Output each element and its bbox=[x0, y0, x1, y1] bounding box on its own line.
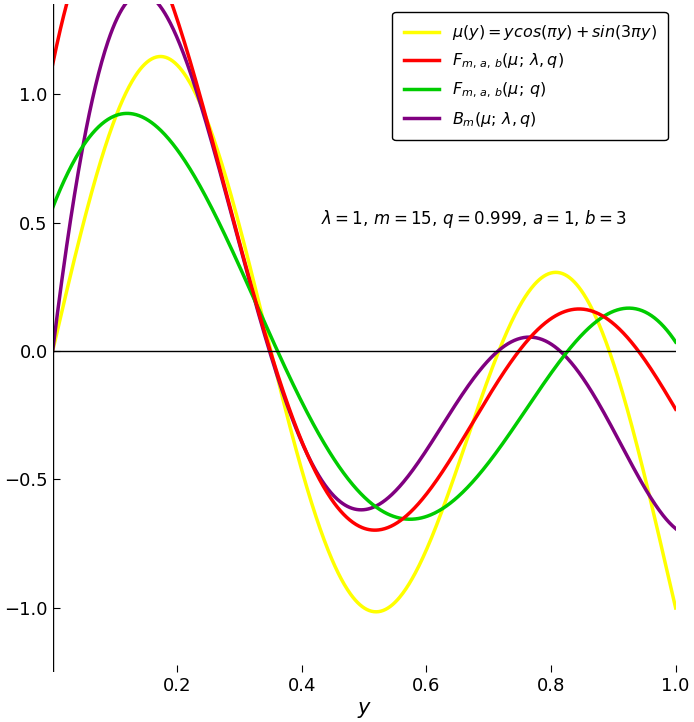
$F_{m,\, a,\, b}(\mu;\, \lambda, q)$ bbox=[428, 482, 437, 490]
$B_{m}(\mu;\, \lambda, q)$ bbox=[411, 462, 419, 471]
$\mu(y)=ycos(\pi y)+sin(3\pi y)$ bbox=[412, 567, 420, 576]
$\mu(y)=ycos(\pi y)+sin(3\pi y)$ bbox=[428, 531, 437, 540]
$F_{m,\, a,\, b}(\mu;\, q)$ bbox=[87, 131, 95, 139]
$F_{m,\, a,\, b}(\mu;\, q)$ bbox=[412, 515, 420, 523]
$\mu(y)=ycos(\pi y)+sin(3\pi y)$ bbox=[87, 191, 95, 199]
$F_{m,\, a,\, b}(\mu;\, q)$ bbox=[672, 338, 680, 347]
$\mu(y)=ycos(\pi y)+sin(3\pi y)$ bbox=[672, 604, 680, 612]
$\mu(y)=ycos(\pi y)+sin(3\pi y)$ bbox=[49, 347, 57, 355]
Line: $\mu(y)=ycos(\pi y)+sin(3\pi y)$: $\mu(y)=ycos(\pi y)+sin(3\pi y)$ bbox=[53, 56, 676, 612]
$B_{m}(\mu;\, \lambda, q)$ bbox=[446, 409, 455, 417]
$F_{m,\, a,\, b}(\mu;\, \lambda, q)$ bbox=[586, 306, 595, 315]
$F_{m,\, a,\, b}(\mu;\, \lambda, q)$ bbox=[371, 526, 379, 534]
$\mu(y)=ycos(\pi y)+sin(3\pi y)$ bbox=[586, 302, 595, 310]
$B_{m}(\mu;\, \lambda, q)$ bbox=[87, 102, 95, 110]
$F_{m,\, a,\, b}(\mu;\, \lambda, q)$ bbox=[672, 405, 680, 414]
$F_{m,\, a,\, b}(\mu;\, q)$ bbox=[49, 204, 57, 212]
$F_{m,\, a,\, b}(\mu;\, \lambda, q)$ bbox=[523, 337, 531, 346]
$B_{m}(\mu;\, \lambda, q)$ bbox=[428, 438, 436, 447]
Legend: $\mu(y)=ycos(\pi y)+sin(3\pi y)$, $F_{m,\, a,\, b}(\mu;\, \lambda, q)$, $F_{m,\,: $\mu(y)=ycos(\pi y)+sin(3\pi y)$, $F_{m,… bbox=[392, 12, 668, 140]
Line: $B_{m}(\mu;\, \lambda, q)$: $B_{m}(\mu;\, \lambda, q)$ bbox=[53, 0, 676, 529]
$F_{m,\, a,\, b}(\mu;\, q)$ bbox=[586, 322, 595, 331]
$\mu(y)=ycos(\pi y)+sin(3\pi y)$ bbox=[523, 290, 531, 299]
$B_{m}(\mu;\, \lambda, q)$ bbox=[49, 347, 57, 355]
Line: $F_{m,\, a,\, b}(\mu;\, \lambda, q)$: $F_{m,\, a,\, b}(\mu;\, \lambda, q)$ bbox=[53, 0, 676, 530]
Line: $F_{m,\, a,\, b}(\mu;\, q)$: $F_{m,\, a,\, b}(\mu;\, q)$ bbox=[53, 113, 676, 519]
$F_{m,\, a,\, b}(\mu;\, q)$ bbox=[523, 404, 531, 413]
$\mu(y)=ycos(\pi y)+sin(3\pi y)$ bbox=[156, 52, 164, 61]
$B_{m}(\mu;\, \lambda, q)$ bbox=[672, 524, 680, 533]
$F_{m,\, a,\, b}(\mu;\, q)$ bbox=[123, 109, 131, 118]
$F_{m,\, a,\, b}(\mu;\, \lambda, q)$ bbox=[447, 454, 455, 463]
$\mu(y)=ycos(\pi y)+sin(3\pi y)$ bbox=[372, 607, 380, 616]
$\mu(y)=ycos(\pi y)+sin(3\pi y)$ bbox=[447, 482, 455, 490]
$B_{m}(\mu;\, \lambda, q)$ bbox=[586, 385, 594, 393]
$F_{m,\, a,\, b}(\mu;\, q)$ bbox=[447, 498, 455, 507]
$F_{m,\, a,\, b}(\mu;\, q)$ bbox=[405, 515, 414, 523]
X-axis label: y: y bbox=[358, 698, 371, 718]
$F_{m,\, a,\, b}(\mu;\, q)$ bbox=[428, 510, 437, 518]
$B_{m}(\mu;\, \lambda, q)$ bbox=[522, 333, 530, 342]
$F_{m,\, a,\, b}(\mu;\, \lambda, q)$ bbox=[49, 60, 57, 69]
$F_{m,\, a,\, b}(\mu;\, \lambda, q)$ bbox=[412, 502, 420, 510]
Text: $\lambda=1,\, m=15,\, q=0.999,\, a=1,\, b=3$: $\lambda=1,\, m=15,\, q=0.999,\, a=1,\, … bbox=[321, 208, 627, 230]
